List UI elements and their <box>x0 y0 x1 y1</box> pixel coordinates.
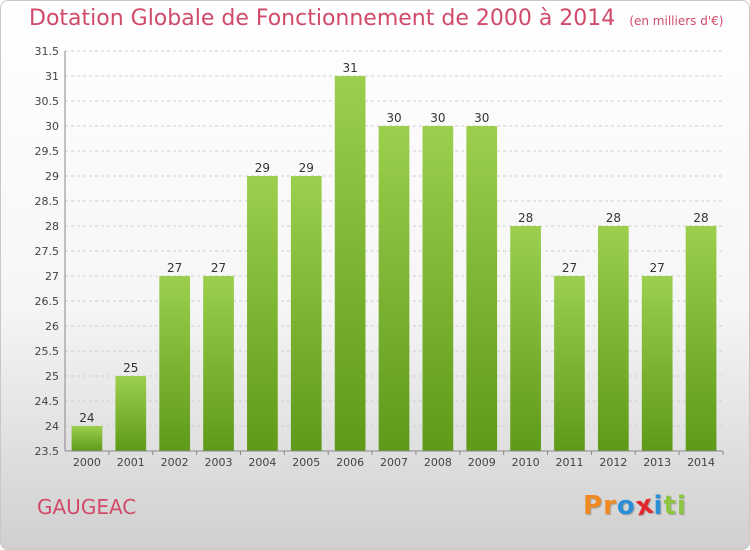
unit-note: (en milliers d'€) <box>629 14 724 28</box>
x-tick-label: 2000 <box>73 456 101 469</box>
title-text: Dotation Globale de Fonctionnement de 20… <box>29 6 616 31</box>
bar-2003 <box>203 276 234 451</box>
x-tick-label: 2013 <box>643 456 671 469</box>
data-label: 25 <box>123 361 138 375</box>
y-tick-label: 29 <box>45 170 59 183</box>
bar-2002 <box>159 276 191 451</box>
data-label: 31 <box>342 61 357 75</box>
bar-2001 <box>115 376 147 451</box>
y-tick-label: 23.5 <box>35 445 60 458</box>
bar-2007 <box>378 126 410 451</box>
y-tick-label: 25 <box>45 370 59 383</box>
y-tick-label: 31 <box>45 70 59 83</box>
chart-title: Dotation Globale de Fonctionnement de 20… <box>29 6 723 31</box>
bar-2012 <box>597 226 629 451</box>
x-tick-label: 2011 <box>555 456 583 469</box>
bar-2013 <box>641 276 673 451</box>
bar-2000 <box>71 426 103 451</box>
y-tick-label: 30.5 <box>35 95 60 108</box>
bar-2014 <box>685 226 717 451</box>
bar-2010 <box>510 226 541 451</box>
data-label: 27 <box>562 261 577 275</box>
y-tick-label: 31.5 <box>35 45 60 58</box>
data-label: 30 <box>386 111 401 125</box>
bar-2004 <box>247 176 278 451</box>
data-label: 27 <box>167 261 182 275</box>
x-tick-label: 2005 <box>292 456 320 469</box>
y-tick-label: 26 <box>45 320 59 333</box>
x-tick-label: 2001 <box>117 456 145 469</box>
x-tick-label: 2004 <box>248 456 276 469</box>
x-tick-label: 2002 <box>161 456 189 469</box>
y-tick-label: 24 <box>45 420 59 433</box>
data-label: 27 <box>650 261 665 275</box>
x-tick-label: 2007 <box>380 456 408 469</box>
y-tick-label: 24.5 <box>35 395 60 408</box>
data-label: 29 <box>255 161 270 175</box>
data-label: 30 <box>430 111 445 125</box>
x-tick-label: 2010 <box>512 456 540 469</box>
data-label: 28 <box>518 211 533 225</box>
y-tick-label: 27 <box>45 270 59 283</box>
commune-name: GAUGEAC <box>37 495 137 519</box>
x-tick-label: 2008 <box>424 456 452 469</box>
y-tick-label: 29.5 <box>35 145 60 158</box>
bar-2011 <box>554 276 585 451</box>
bar-2009 <box>466 126 498 451</box>
y-tick-label: 30 <box>45 120 59 133</box>
y-tick-label: 28.5 <box>35 195 60 208</box>
x-tick-label: 2006 <box>336 456 364 469</box>
x-tick-label: 2014 <box>687 456 715 469</box>
y-tick-label: 28 <box>45 220 59 233</box>
x-tick-label: 2003 <box>205 456 233 469</box>
data-label: 29 <box>299 161 314 175</box>
bar-2006 <box>334 76 366 451</box>
bar-2008 <box>422 126 454 451</box>
data-label: 28 <box>606 211 621 225</box>
bar-2005 <box>290 176 322 451</box>
y-tick-label: 27.5 <box>35 245 60 258</box>
x-tick-label: 2009 <box>468 456 496 469</box>
data-label: 27 <box>211 261 226 275</box>
proxiti-logo: Proxiti <box>583 489 687 523</box>
x-tick-label: 2012 <box>599 456 627 469</box>
data-label: 28 <box>693 211 708 225</box>
y-tick-label: 26.5 <box>35 295 60 308</box>
y-tick-label: 25.5 <box>35 345 60 358</box>
data-label: 24 <box>79 411 94 425</box>
data-label: 30 <box>474 111 489 125</box>
